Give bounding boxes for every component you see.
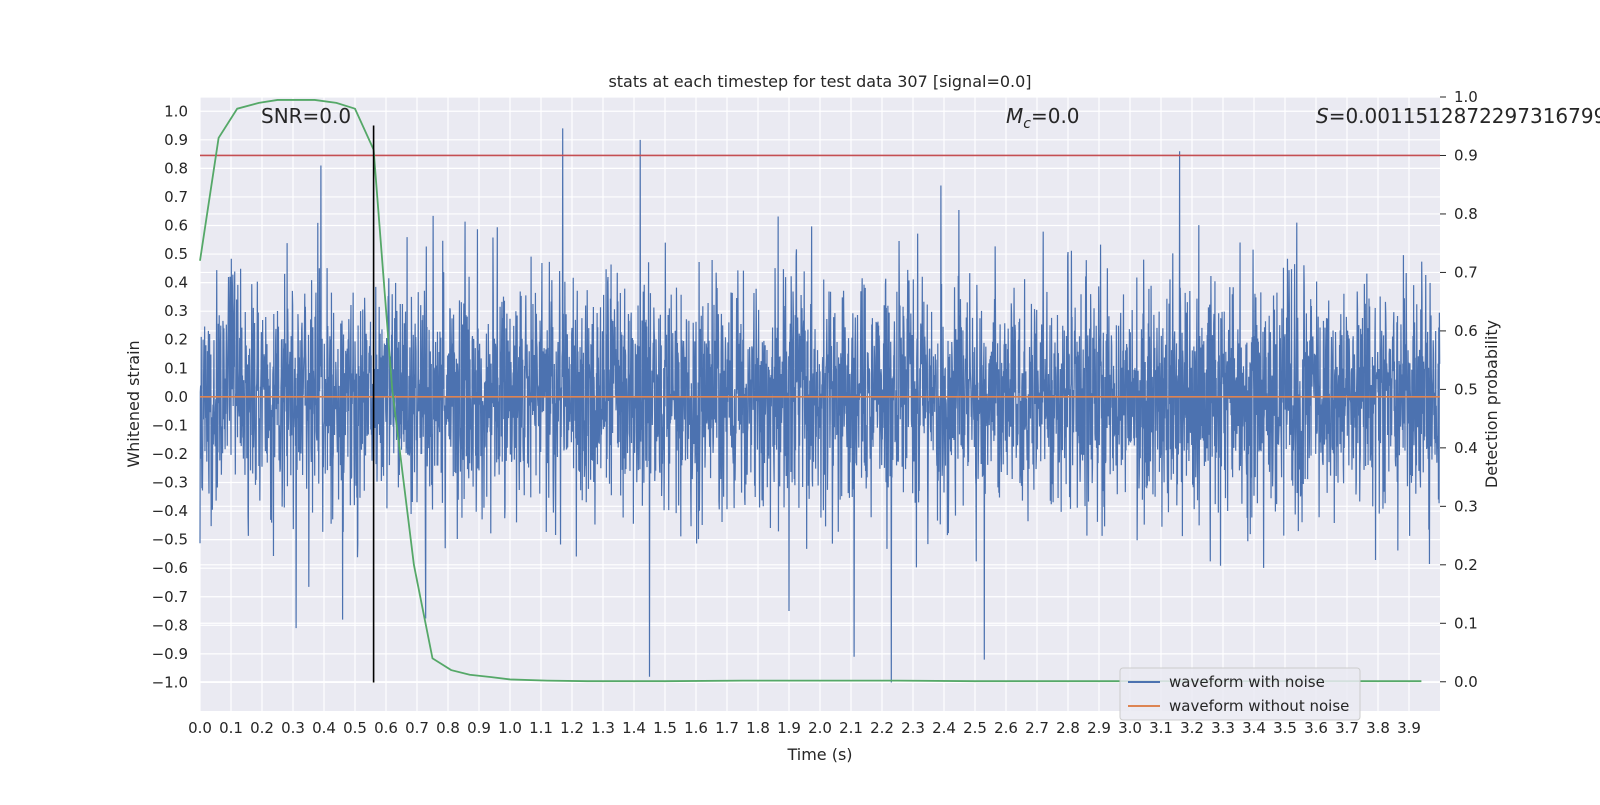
y-tick-label: 0.5 (164, 245, 188, 263)
x-tick-label: 2.5 (963, 719, 987, 737)
y-tick-label: 0.9 (164, 131, 188, 149)
y-right-tick-label: 0.8 (1454, 205, 1478, 223)
x-tick-label: 2.2 (870, 719, 894, 737)
x-tick-label: 2.7 (1025, 719, 1049, 737)
y-tick-label: −0.8 (152, 616, 188, 634)
x-tick-label: 3.5 (1273, 719, 1297, 737)
y-tick-label: 0.4 (164, 274, 188, 292)
x-tick-label: 3.3 (1211, 719, 1235, 737)
y-right-tick-label: 0.2 (1454, 556, 1478, 574)
y-tick-label: −0.1 (152, 416, 188, 434)
x-axis-label: Time (s) (786, 745, 852, 764)
y-tick-label: −0.5 (152, 531, 188, 549)
x-tick-label: 3.0 (1118, 719, 1142, 737)
y-tick-label: −0.4 (152, 502, 188, 520)
series-detection-probability (199, 99, 1422, 683)
x-tick-label: 1.9 (777, 719, 801, 737)
y-right-tick-label: 0.1 (1454, 614, 1478, 632)
series-waveform-with-noise (199, 128, 1441, 683)
x-tick-label: 0.8 (436, 719, 460, 737)
y-tick-label: 0.1 (164, 359, 188, 377)
x-tick-label: 1.1 (529, 719, 553, 737)
x-axis-ticks: 0.0 0.1 0.2 0.3 0.4 0.5 0.6 0.7 0.8 0.9 1.0 1.1 1.2 1… (188, 719, 1421, 737)
x-tick-label: 0.0 (188, 719, 212, 737)
y-right-tick-label: 0.6 (1454, 322, 1478, 340)
y-tick-label: −0.9 (152, 645, 188, 663)
x-tick-label: 0.4 (312, 719, 336, 737)
x-tick-label: 2.9 (1087, 719, 1111, 737)
mc-value: =0.0 (1031, 104, 1080, 128)
x-tick-label: 3.9 (1397, 719, 1421, 737)
x-tick-label: 1.7 (715, 719, 739, 737)
x-tick-label: 3.4 (1242, 719, 1266, 737)
y-tick-label: 0.3 (164, 302, 188, 320)
y-tick-label: 1.0 (164, 102, 188, 120)
y-axis-ticks: 1.0 0.9 0.8 0.7 0.6 0.5 0.4 0.3 0.2 0.1 0.0 −0.1 −0.… (152, 102, 188, 691)
x-tick-label: 3.1 (1149, 719, 1173, 737)
x-tick-label: 3.6 (1304, 719, 1328, 737)
x-tick-label: 2.1 (839, 719, 863, 737)
y-right-tick-label: 0.5 (1454, 380, 1478, 398)
x-tick-label: 2.4 (932, 719, 956, 737)
x-tick-label: 0.2 (250, 719, 274, 737)
snr-annotation: SNR=0.0 (261, 104, 351, 128)
x-tick-label: 3.2 (1180, 719, 1204, 737)
x-tick-label: 3.7 (1335, 719, 1359, 737)
y-right-tick-label: 0.0 (1454, 673, 1478, 691)
y-tick-label: −0.3 (152, 474, 188, 492)
x-tick-label: 1.6 (684, 719, 708, 737)
legend-box (1119, 667, 1361, 721)
mc-annotation: Mc=0.0 (1006, 104, 1080, 132)
x-tick-label: 1.5 (653, 719, 677, 737)
legend-label-clean: waveform without noise (1169, 697, 1349, 715)
y-tick-label: 0.7 (164, 188, 188, 206)
x-tick-label: 2.8 (1056, 719, 1080, 737)
y-tick-label: −1.0 (152, 673, 188, 691)
y-tick-label: 0.2 (164, 331, 188, 349)
x-tick-label: 1.4 (622, 719, 646, 737)
y-axis-label: Whitened strain (124, 340, 143, 467)
y-right-tick-label: 0.3 (1454, 497, 1478, 515)
x-tick-label: 0.3 (281, 719, 305, 737)
y-right-tick-label: 0.7 (1454, 263, 1478, 281)
y-tick-label: 0.6 (164, 217, 188, 235)
s-value: =0.0011512872297316799 (1329, 104, 1600, 128)
mc-subscript: c (1023, 116, 1031, 132)
x-tick-label: 0.5 (343, 719, 367, 737)
y-right-tick-label: 0.9 (1454, 146, 1478, 164)
y-tick-label: −0.7 (152, 588, 188, 606)
x-tick-label: 2.0 (808, 719, 832, 737)
x-tick-label: 0.1 (219, 719, 243, 737)
series-layer (199, 99, 1441, 683)
x-tick-label: 2.3 (901, 719, 925, 737)
x-tick-label: 2.6 (994, 719, 1018, 737)
y-tick-label: 0.8 (164, 159, 188, 177)
s-annotation: S=0.0011512872297316799 (1316, 104, 1600, 128)
x-tick-label: 1.8 (746, 719, 770, 737)
y-right-tick-label: 0.4 (1454, 439, 1478, 457)
y-tick-label: −0.6 (152, 559, 188, 577)
x-tick-label: 1.2 (560, 719, 584, 737)
x-tick-label: 1.3 (591, 719, 615, 737)
x-tick-label: 0.6 (374, 719, 398, 737)
y-right-axis-ticks: 1.0 0.9 0.8 0.7 0.6 0.5 0.4 0.3 0.2 0.1 0.0 (1440, 88, 1478, 691)
s-symbol: S (1316, 104, 1329, 128)
x-tick-label: 1.0 (498, 719, 522, 737)
legend-label-noise: waveform with noise (1169, 673, 1325, 691)
y-right-tick-label: 1.0 (1454, 88, 1478, 106)
mc-symbol: M (1006, 104, 1023, 128)
y-tick-label: 0.0 (164, 388, 188, 406)
y-right-axis-label: Detection probability (1482, 320, 1501, 488)
legend: waveform with noise waveform without noi… (1119, 667, 1361, 721)
x-tick-label: 3.8 (1366, 719, 1390, 737)
y-tick-label: −0.2 (152, 445, 188, 463)
chart-title: stats at each timestep for test data 307… (608, 72, 1031, 91)
x-tick-label: 0.9 (467, 719, 491, 737)
x-tick-label: 0.7 (405, 719, 429, 737)
